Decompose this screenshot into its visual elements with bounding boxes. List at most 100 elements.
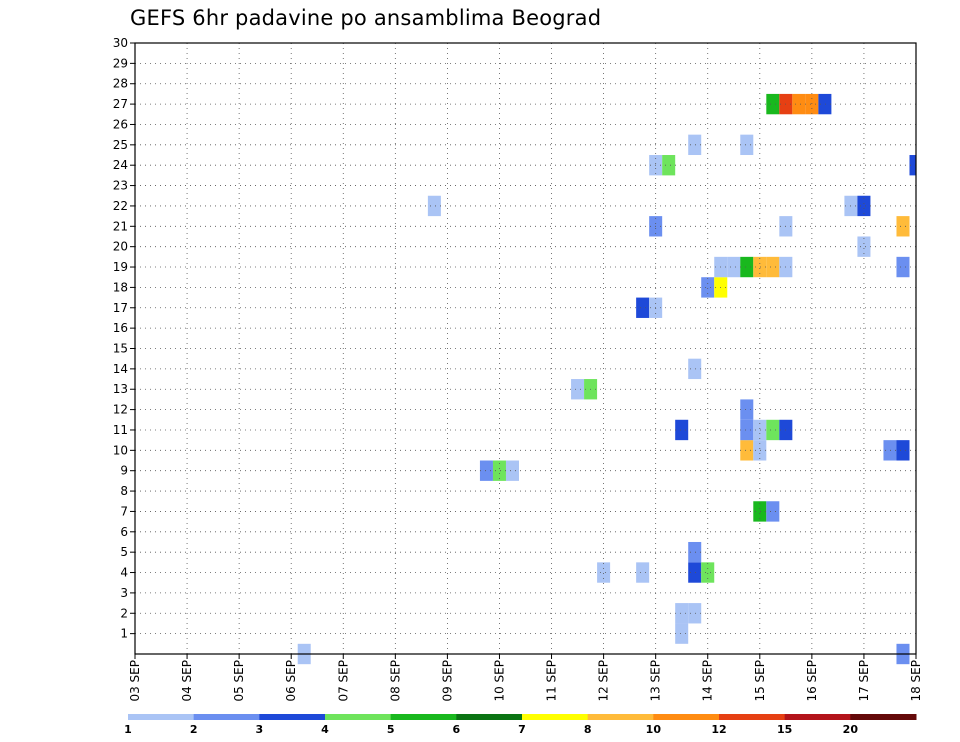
heatmap-cell <box>896 216 910 237</box>
heatmap-cell <box>688 541 702 563</box>
y-tick-label: 8 <box>120 484 128 498</box>
x-tick-label: 14 SEP <box>701 660 715 702</box>
heatmap-cell <box>636 562 650 583</box>
y-tick-label: 29 <box>113 56 128 70</box>
x-tick-label: 08 SEP <box>388 660 402 702</box>
colorbar-label: 10 <box>646 723 662 736</box>
heatmap-cell <box>753 256 767 278</box>
y-tick-label: 20 <box>113 240 128 254</box>
x-tick-label: 13 SEP <box>649 660 663 702</box>
y-tick-label: 16 <box>113 321 128 335</box>
y-tick-label: 12 <box>113 403 128 417</box>
colorbar-swatch <box>390 714 457 720</box>
heatmap-cell <box>662 155 676 176</box>
y-tick-label: 7 <box>120 504 128 518</box>
heatmap-cell <box>883 440 897 461</box>
heatmap-cell <box>766 419 780 441</box>
y-tick-label: 18 <box>113 280 128 294</box>
y-tick-label: 11 <box>113 423 128 437</box>
y-tick-label: 27 <box>113 97 128 111</box>
heatmap-cell <box>818 93 832 115</box>
heatmap-cell <box>479 460 493 481</box>
colorbar-label: 5 <box>387 723 395 736</box>
x-tick-label: 17 SEP <box>857 660 871 702</box>
y-tick-label: 17 <box>113 301 128 315</box>
x-axis: 03 SEP 04 SEP 05 SEP 06 SEP 07 SEP 08 SEP 09 S… <box>128 654 923 702</box>
heatmap-cell <box>597 562 611 583</box>
y-tick-label: 19 <box>113 260 128 274</box>
colorbar-swatch <box>587 714 654 720</box>
colorbar-label: 7 <box>518 723 526 736</box>
grid-lines <box>135 43 916 654</box>
heatmap-cell <box>675 419 689 441</box>
x-tick-label: 10 SEP <box>492 660 506 702</box>
heatmap-cell <box>636 297 650 318</box>
colorbar-label: 2 <box>190 723 198 736</box>
heatmap-cell <box>857 236 871 257</box>
x-tick-label: 09 SEP <box>440 660 454 702</box>
chart-title: GEFS 6hr padavine po ansamblima Beograd <box>130 6 602 30</box>
colorbar-swatch <box>850 714 917 720</box>
colorbar-swatch <box>456 714 523 720</box>
y-tick-label: 15 <box>113 342 128 356</box>
x-tick-label: 06 SEP <box>284 660 298 702</box>
y-tick-label: 10 <box>113 443 128 457</box>
y-tick-label: 24 <box>113 158 128 172</box>
x-tick-label: 12 SEP <box>597 660 611 702</box>
x-tick-label: 18 SEP <box>909 660 923 702</box>
heatmap-cell <box>688 603 702 624</box>
y-tick-label: 22 <box>113 199 128 213</box>
heatmap-cell <box>740 134 754 156</box>
colorbar-label: 1 <box>124 723 132 736</box>
x-tick-label: 05 SEP <box>232 660 246 702</box>
colorbar-label: 20 <box>843 723 859 736</box>
heatmap-cell <box>740 419 754 441</box>
colorbar-swatch <box>522 714 589 720</box>
heatmap-cell <box>753 501 767 522</box>
heatmap-cell <box>766 256 780 278</box>
x-tick-label: 03 SEP <box>128 660 142 702</box>
heatmap-cell <box>727 256 741 278</box>
y-tick-label: 9 <box>120 464 128 478</box>
heatmap-cell <box>896 256 910 278</box>
x-tick-label: 11 SEP <box>545 660 559 702</box>
colorbar-swatch <box>193 714 260 720</box>
heatmap-cell <box>792 93 806 115</box>
heatmap-cell <box>740 256 754 278</box>
heatmap-cell <box>766 501 780 522</box>
y-tick-label: 1 <box>120 627 128 641</box>
colorbar-swatch <box>784 714 851 720</box>
heatmap-cell <box>571 379 585 400</box>
y-tick-label: 13 <box>113 382 128 396</box>
heatmap-cell <box>688 562 702 583</box>
x-tick-label: 07 SEP <box>336 660 350 702</box>
colorbar-label: 4 <box>321 723 329 736</box>
colorbar-swatch <box>719 714 786 720</box>
colorbar-swatch <box>128 714 195 720</box>
x-tick-label: 04 SEP <box>180 660 194 702</box>
heatmap-cell <box>427 195 441 217</box>
heatmap-cell <box>753 419 767 441</box>
colorbar-swatch <box>325 714 392 720</box>
y-tick-label: 21 <box>113 219 128 233</box>
heatmap-cell <box>688 134 702 156</box>
y-axis: 1234567891011121314151617181920212223242… <box>113 36 135 641</box>
y-tick-label: 3 <box>120 586 128 600</box>
y-tick-label: 4 <box>120 566 128 580</box>
heatmap-cell <box>505 460 519 481</box>
y-tick-label: 6 <box>120 525 128 539</box>
heatmap-cell <box>492 460 506 481</box>
y-tick-label: 5 <box>120 545 128 559</box>
colorbar-swatch <box>653 714 720 720</box>
colorbar-swatch <box>259 714 326 720</box>
heatmap-cell <box>675 623 689 644</box>
colorbar-label: 3 <box>256 723 264 736</box>
colorbar-label: 15 <box>777 723 792 736</box>
y-tick-label: 25 <box>113 138 128 152</box>
y-tick-label: 2 <box>120 606 128 620</box>
x-tick-label: 15 SEP <box>753 660 767 702</box>
heatmap-cell <box>740 399 754 420</box>
heatmap-cell <box>857 195 871 217</box>
heatmap-cell <box>909 155 916 176</box>
